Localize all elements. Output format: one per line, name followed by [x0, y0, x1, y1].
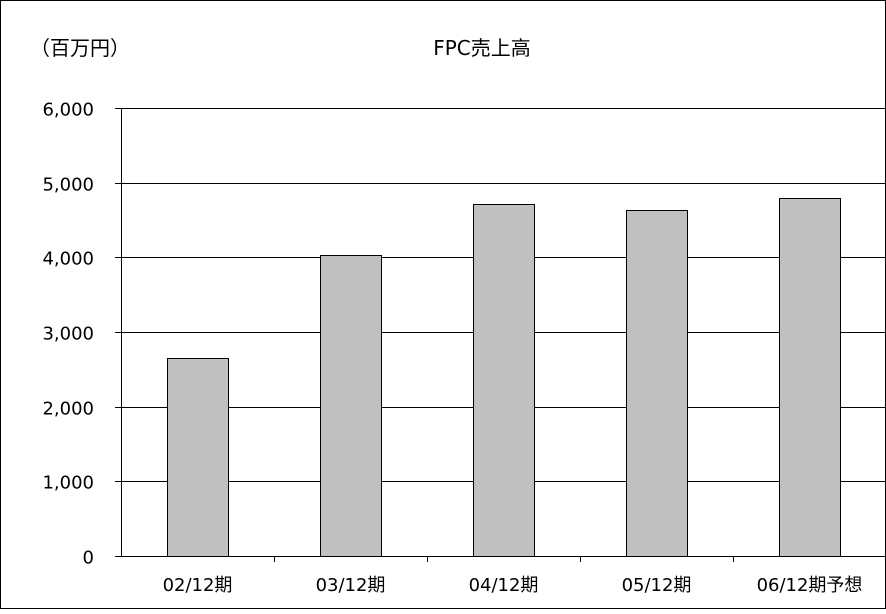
x-tick-label: 04/12期	[469, 575, 539, 596]
x-tick-labels: 02/12期 03/12期 04/12期 05/12期 06/12期予想	[163, 575, 863, 596]
y-tick-label: 6,000	[42, 100, 94, 121]
bar	[473, 204, 535, 557]
y-tick-label: 1,000	[42, 473, 94, 494]
y-tick-label: 5,000	[42, 175, 94, 196]
bar	[167, 358, 229, 557]
bars	[167, 198, 841, 557]
bar	[320, 255, 382, 557]
x-tick-label: 02/12期	[163, 575, 233, 596]
x-tick-label: 05/12期	[622, 575, 692, 596]
y-tick-label: 3,000	[42, 324, 94, 345]
y-tick-label: 2,000	[42, 399, 94, 420]
y-tick-labels: 0 1,000 2,000 3,000 4,000 5,000 6,000	[42, 100, 94, 569]
x-tick-label: 06/12期予想	[757, 575, 863, 596]
unit-label: （百万円）	[30, 36, 130, 60]
y-tick-label: 0	[83, 548, 94, 569]
y-tick-label: 4,000	[42, 249, 94, 270]
bar	[779, 198, 841, 557]
bar	[626, 210, 688, 557]
axes	[115, 108, 886, 562]
x-tick-label: 03/12期	[316, 575, 386, 596]
chart-title: FPC売上高	[433, 36, 531, 60]
